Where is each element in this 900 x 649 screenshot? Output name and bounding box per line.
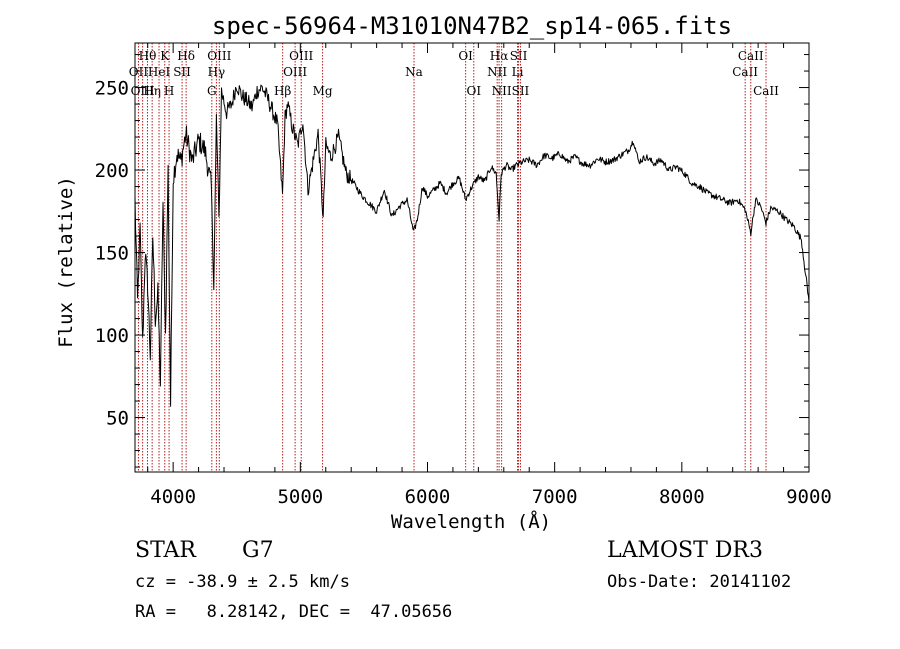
line-label: Hβ [274,84,291,98]
line-label: Na [405,65,423,79]
line-label: Hη [143,84,161,98]
y-tick-label: 100 [95,325,129,347]
y-axis-label: Flux (relative) [55,176,77,348]
coordinates: RA = 8.28142, DEC = 47.05656 [135,602,453,622]
line-label: OIII [283,65,307,79]
plot-area: HθOIIOIIIHηHeIKHSIIHδGHγOIIIHβOIIIOIIIMg… [95,43,832,508]
line-label: SII [510,49,528,63]
line-label: H [164,84,174,98]
plot-frame [134,42,810,473]
redshift-text: cz = -38.9 ± 2.5 km/s [135,572,350,592]
x-tick-label: 8000 [659,486,705,508]
line-label: Li [512,65,524,79]
line-label: HeI [148,65,171,79]
y-tick-label: 50 [106,408,129,430]
line-label: Hθ [139,49,157,63]
line-label: Hδ [177,49,195,63]
line-label: CaII [738,49,764,63]
x-tick-label: 4000 [150,486,196,508]
line-label: OI [466,84,481,98]
line-label: OIII [207,49,231,63]
line-label: OIII [289,49,313,63]
y-tick-label: 200 [95,160,129,182]
line-label: Hγ [208,65,226,79]
x-axis-label: Wavelength (Å) [391,510,551,533]
line-label: OII [129,65,149,79]
line-label: Mg [313,84,333,98]
line-label: Hα [490,49,509,63]
line-label: G [207,84,217,98]
line-label: NII [492,84,512,98]
line-label: OI [458,49,473,63]
line-label: K [160,49,170,63]
object-subclass: G7 [242,538,274,563]
spectrum-trace [134,84,810,407]
object-class: STAR [135,538,196,563]
survey-name: LAMOST DR3 [607,538,763,563]
y-tick-label: 150 [95,243,129,265]
line-label: SII [173,65,191,79]
x-tick-label: 5000 [277,486,323,508]
x-tick-label: 6000 [405,486,451,508]
line-label: CaII [753,84,779,98]
line-label: SII [512,84,530,98]
x-tick-label: 7000 [532,486,578,508]
y-tick-label: 250 [95,78,129,100]
line-label: NII [487,65,507,79]
obs-date: Obs-Date: 20141102 [607,572,792,592]
line-label: CaII [732,65,758,79]
chart-title: spec-56964-M31010N47B2_sp14-065.fits [212,12,732,40]
x-tick-label: 9000 [786,486,832,508]
